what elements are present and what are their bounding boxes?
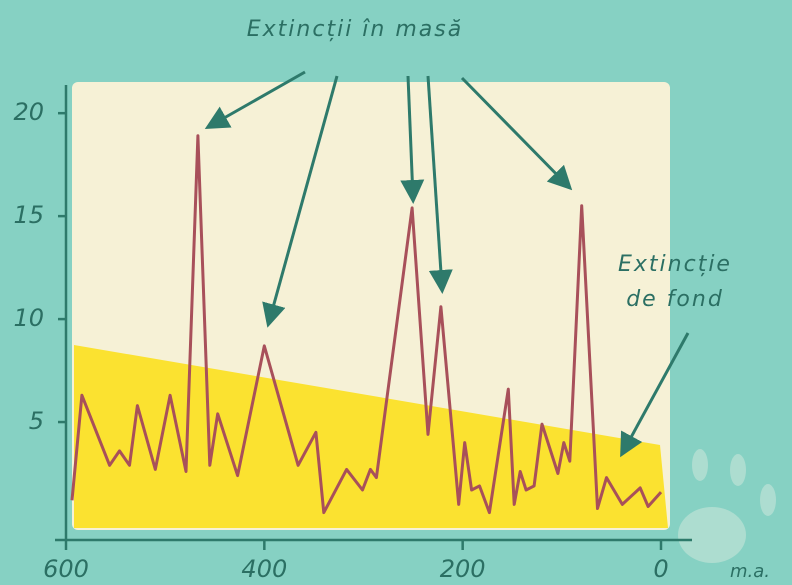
- x-tick-label: 0: [653, 555, 668, 583]
- x-tick-label: 200: [440, 555, 486, 583]
- y-tick-label: 5: [29, 407, 44, 435]
- chart: Extincții în masă Extincție de fond m.a.…: [0, 0, 792, 585]
- x-axis-label: m.a.: [730, 561, 770, 582]
- background-extinction-label: de fond: [626, 287, 724, 312]
- y-tick-label: 10: [13, 304, 44, 332]
- y-tick-label: 15: [13, 201, 44, 229]
- y-tick-label: 20: [13, 98, 44, 126]
- x-tick-label: 600: [43, 555, 89, 583]
- x-tick-label: 400: [241, 555, 287, 583]
- background-extinction-label: Extincție: [618, 252, 732, 277]
- mass-extinction-label: Extincții în masă: [247, 17, 463, 42]
